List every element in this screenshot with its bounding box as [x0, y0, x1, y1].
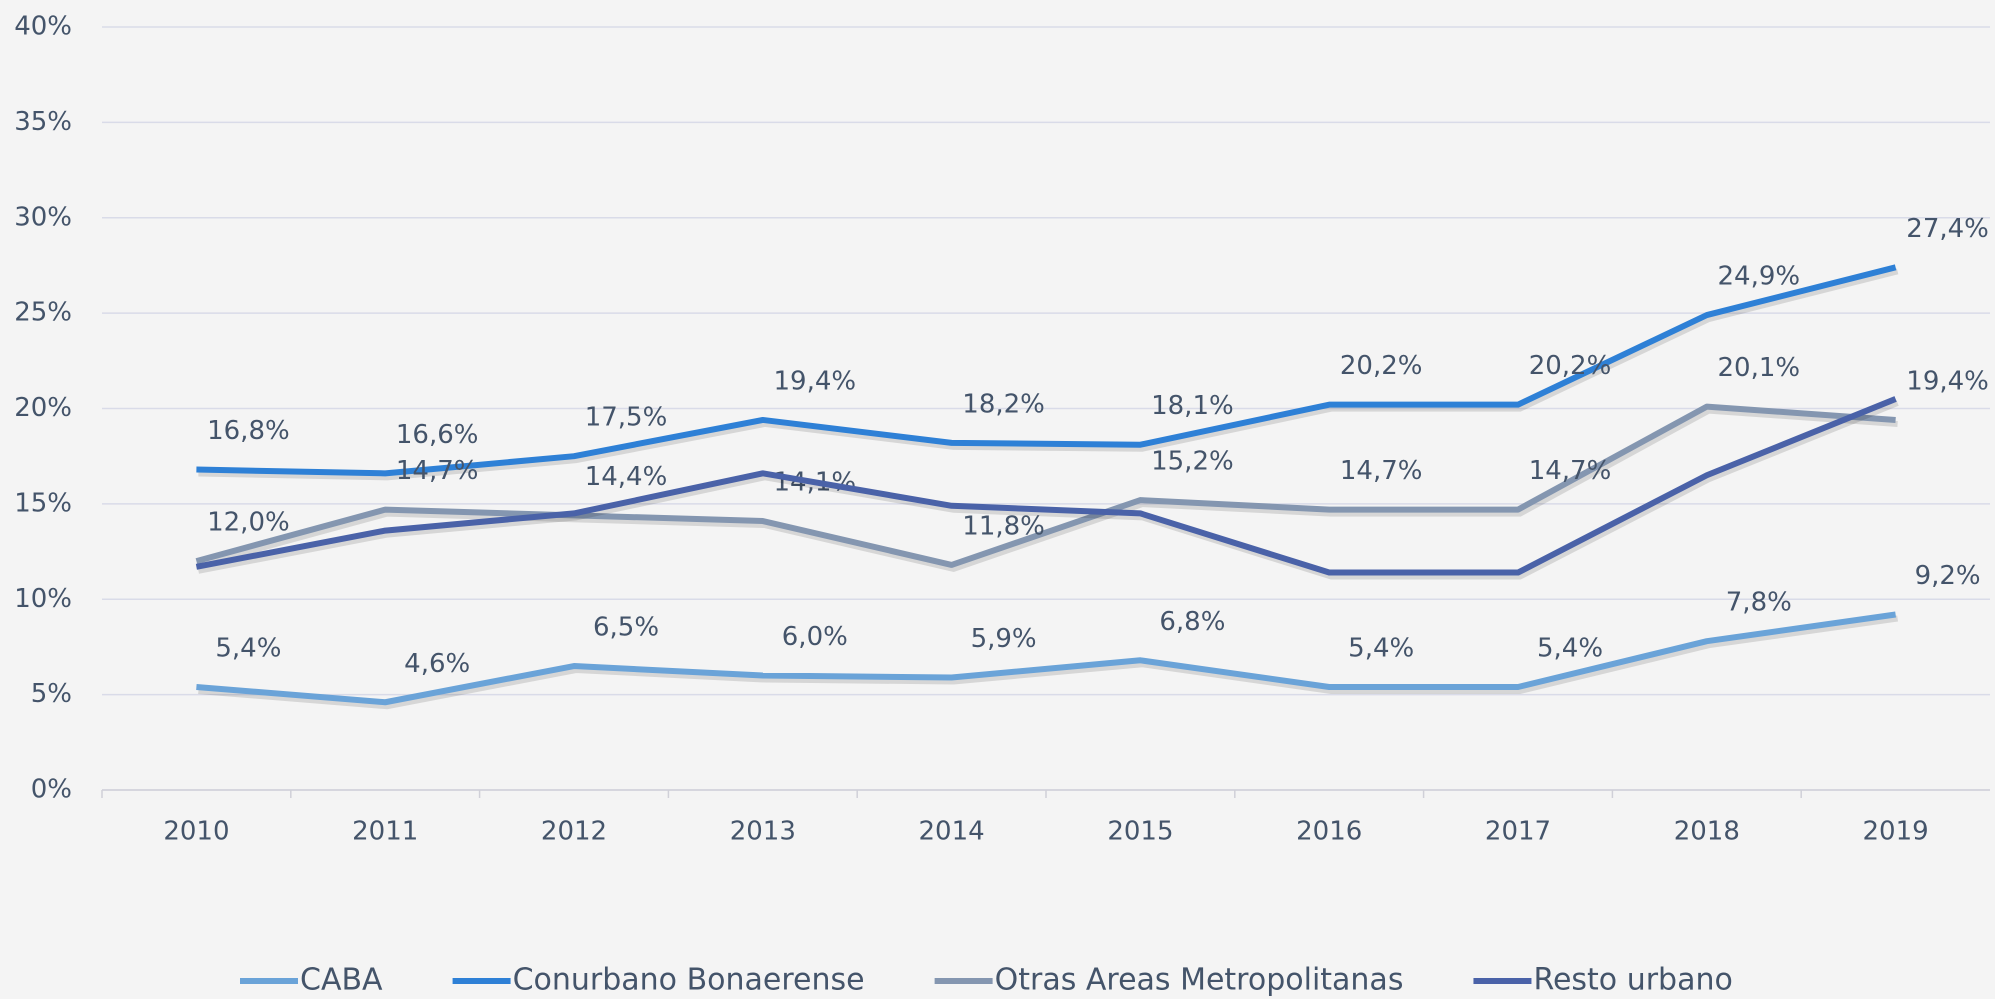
data-label: 20,1% — [1717, 353, 1800, 383]
y-tick-label: 10% — [14, 584, 72, 614]
data-label: 5,9% — [971, 624, 1037, 654]
data-label: 17,5% — [585, 403, 668, 433]
data-label: 11,8% — [962, 511, 1045, 541]
data-label: 6,8% — [1159, 607, 1225, 637]
y-tick-label: 40% — [14, 12, 72, 42]
data-label: 15,2% — [1151, 447, 1234, 477]
x-tick-label: 2010 — [163, 817, 229, 847]
data-label: 20,2% — [1340, 351, 1423, 381]
data-label: 14,7% — [1529, 456, 1612, 486]
y-tick-label: 5% — [31, 679, 72, 709]
data-label: 19,4% — [773, 366, 856, 396]
x-tick-label: 2017 — [1485, 817, 1551, 847]
series-line-shadow — [198, 615, 1899, 710]
data-label: 20,2% — [1529, 351, 1612, 381]
x-tick-label: 2011 — [352, 817, 418, 847]
series-line — [195, 396, 1897, 576]
data-label: 16,8% — [207, 416, 290, 446]
x-tick-label: 2013 — [730, 817, 796, 847]
series-line-shadow — [197, 407, 1898, 573]
series-line — [196, 264, 1897, 477]
data-label: 14,7% — [396, 456, 479, 486]
legend-label: Resto urbano — [1533, 963, 1732, 998]
series-line-shadow — [198, 268, 1899, 481]
y-tick-label: 15% — [14, 488, 72, 518]
data-label: 18,2% — [962, 389, 1045, 419]
x-tick-label: 2019 — [1863, 817, 1929, 847]
data-label: 14,4% — [585, 462, 668, 492]
data-label: 12,0% — [207, 508, 290, 538]
y-tick-label: 30% — [14, 202, 72, 232]
data-label: 27,4% — [1906, 214, 1989, 244]
data-label: 6,5% — [593, 613, 659, 643]
x-tick-label: 2012 — [541, 817, 607, 847]
data-label: 24,9% — [1717, 262, 1800, 292]
data-label: 6,0% — [782, 622, 848, 652]
series-line-shadow — [197, 400, 1899, 580]
y-tick-label: 20% — [14, 393, 72, 423]
data-label: 19,4% — [1906, 366, 1989, 396]
data-label: 14,7% — [1340, 456, 1423, 486]
x-tick-label: 2018 — [1674, 817, 1740, 847]
data-label: 4,6% — [404, 649, 470, 679]
y-tick-label: 35% — [14, 107, 72, 137]
legend-label: Otras Areas Metropolitanas — [995, 963, 1404, 998]
x-tick-label: 2014 — [919, 817, 985, 847]
x-tick-label: 2015 — [1107, 817, 1173, 847]
data-label: 5,4% — [1537, 633, 1603, 663]
legend-label: CABA — [300, 963, 383, 998]
data-label: 7,8% — [1726, 588, 1792, 618]
data-label: 5,4% — [1348, 633, 1414, 663]
data-label: 18,1% — [1151, 391, 1234, 421]
y-tick-label: 0% — [31, 775, 72, 805]
y-tick-label: 25% — [14, 298, 72, 328]
data-label: 16,6% — [396, 420, 479, 450]
data-label: 9,2% — [1915, 561, 1981, 591]
data-label: 5,4% — [215, 633, 281, 663]
legend-label: Conurbano Bonaerense — [513, 963, 865, 998]
series-line — [196, 611, 1897, 706]
x-tick-label: 2016 — [1296, 817, 1362, 847]
series-line — [195, 403, 1896, 568]
